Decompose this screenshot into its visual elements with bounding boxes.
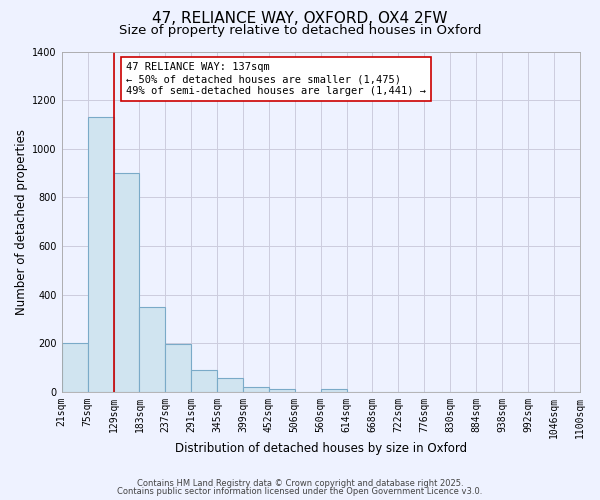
Bar [191,370,217,392]
Bar [139,307,166,392]
X-axis label: Distribution of detached houses by size in Oxford: Distribution of detached houses by size … [175,442,467,455]
Text: 47 RELIANCE WAY: 137sqm
← 50% of detached houses are smaller (1,475)
49% of semi: 47 RELIANCE WAY: 137sqm ← 50% of detache… [126,62,426,96]
Bar [217,378,243,392]
Text: Contains HM Land Registry data © Crown copyright and database right 2025.: Contains HM Land Registry data © Crown c… [137,478,463,488]
Y-axis label: Number of detached properties: Number of detached properties [15,128,28,314]
Bar [62,343,88,392]
Text: Contains public sector information licensed under the Open Government Licence v3: Contains public sector information licen… [118,487,482,496]
Bar [320,390,347,392]
Bar [113,173,139,392]
Text: 47, RELIANCE WAY, OXFORD, OX4 2FW: 47, RELIANCE WAY, OXFORD, OX4 2FW [152,11,448,26]
Bar [243,387,269,392]
Bar [269,390,295,392]
Bar [166,344,191,392]
Bar [88,117,113,392]
Text: Size of property relative to detached houses in Oxford: Size of property relative to detached ho… [119,24,481,37]
